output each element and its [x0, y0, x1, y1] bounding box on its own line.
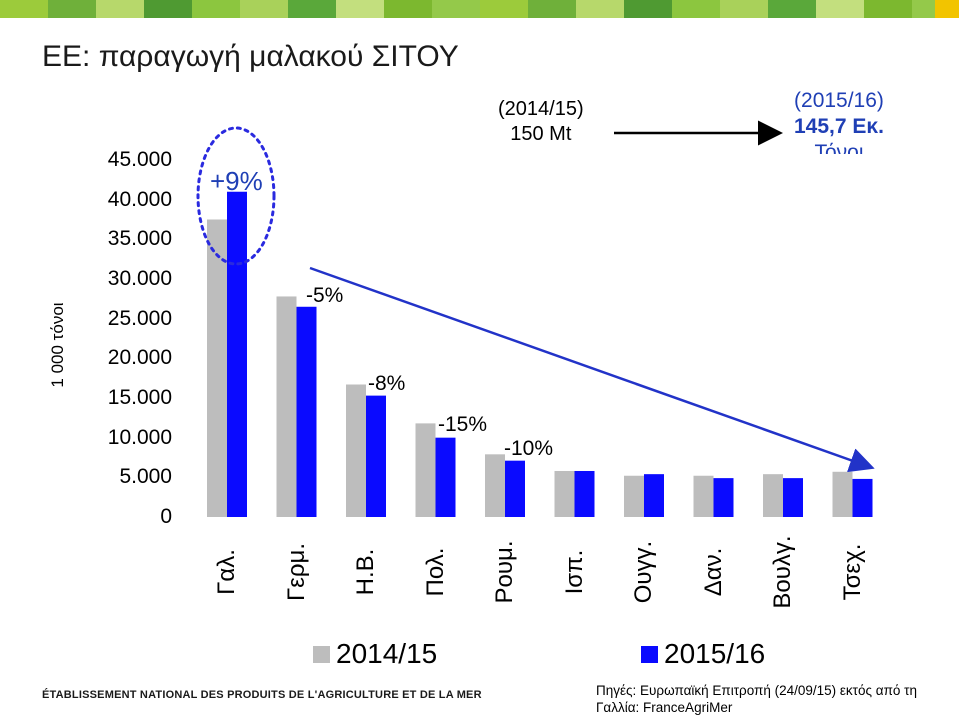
top-bar-segment [576, 0, 624, 18]
top-bar-segment [480, 0, 528, 18]
legend-swatch-2015 [641, 646, 658, 663]
note-2014-season: (2014/15) [498, 98, 584, 120]
y-tick-label: 30.000 [107, 267, 172, 290]
top-bar-segment [432, 0, 480, 18]
bar-2014 [624, 475, 644, 517]
trend-arrow [309, 266, 875, 473]
top-bar-segment [816, 0, 864, 18]
bar-2014 [485, 454, 505, 517]
bar-2014 [276, 296, 297, 517]
page-title: ΕΕ: παραγωγή μαλακού ΣΙΤΟΥ [42, 40, 459, 73]
y-tick-label: 40.000 [107, 187, 172, 211]
corner-logo-box [935, 0, 959, 18]
bar-2014 [763, 474, 783, 517]
bar-2014 [346, 384, 366, 517]
bar-2014 [693, 475, 714, 517]
bar-2015 [366, 395, 386, 517]
note-2015-season: (2015/16) [794, 89, 884, 112]
y-tick-label: 25.000 [107, 306, 172, 330]
top-bar-segment [336, 0, 384, 18]
top-bar-segment [48, 0, 96, 18]
bar-2015 [296, 306, 317, 517]
note-2015-total: 145,7 Εκ. [794, 115, 884, 138]
y-tick-label: 10.000 [107, 425, 172, 449]
y-tick-label: 45.000 [107, 148, 172, 171]
note-2014-total: 150 Mt [510, 123, 572, 145]
percent-change-label: -10% [504, 437, 554, 460]
note-2014: (2014/15) 150 Mt [498, 97, 584, 147]
legend-label-2015: 2015/16 [664, 638, 766, 669]
top-bar-segment [0, 0, 48, 18]
top-bar-segment [864, 0, 912, 18]
legend-swatch-2014 [313, 646, 330, 663]
bar-2015 [435, 437, 456, 517]
percent-change-label: -15% [438, 413, 488, 436]
footer-sources: Πηγές: Ευρωπαϊκή Επιτροπή (24/09/15) εκτ… [596, 682, 917, 716]
bar-2015 [505, 460, 525, 517]
top-bar-segment [192, 0, 240, 18]
note-2015: (2015/16) 145,7 Εκ. Τόνοι [794, 88, 884, 154]
bar-2015 [783, 478, 803, 517]
bar-2014 [832, 471, 853, 517]
top-bar-segment [768, 0, 816, 18]
top-bar-segment [672, 0, 720, 18]
footer-sources-line2: Γαλλία: FranceAgriMer [596, 700, 733, 715]
decorative-top-bar [0, 0, 959, 18]
footer-sources-line1: Πηγές: Ευρωπαϊκή Επιτροπή (24/09/15) εκτ… [596, 683, 917, 698]
bar-2015 [227, 191, 247, 517]
legend-label-2014: 2014/15 [336, 638, 438, 669]
y-tick-label: 0 [160, 505, 172, 528]
highlight-ellipse [196, 126, 276, 266]
y-tick-label: 15.000 [107, 386, 172, 409]
bar-2014 [207, 219, 227, 517]
top-bar-segment [96, 0, 144, 18]
y-tick-label: 35.000 [107, 227, 172, 251]
bar-2015 [644, 474, 664, 517]
footer-organization: ÉTABLISSEMENT NATIONAL DES PRODUITS DE L… [42, 689, 482, 701]
bar-2015 [852, 478, 873, 517]
y-tick-label: 5.000 [119, 465, 172, 489]
percent-change-label: -5% [306, 284, 344, 307]
bar-2015 [574, 470, 595, 517]
y-tick-label: 20.000 [107, 346, 172, 370]
top-bar-segment [720, 0, 768, 18]
percent-change-label: +9% [210, 166, 263, 196]
top-bar-segment [528, 0, 576, 18]
bar-2015 [713, 478, 734, 517]
top-bar-segment [144, 0, 192, 18]
bar-2014 [554, 470, 575, 517]
top-bar-segment [240, 0, 288, 18]
percent-change-label: -8% [368, 372, 406, 395]
top-bar-segment [384, 0, 432, 18]
bar-2014 [415, 423, 436, 517]
top-bar-segment [624, 0, 672, 18]
note-2015-unit: Τόνοι [814, 141, 864, 154]
top-bar-segment [288, 0, 336, 18]
